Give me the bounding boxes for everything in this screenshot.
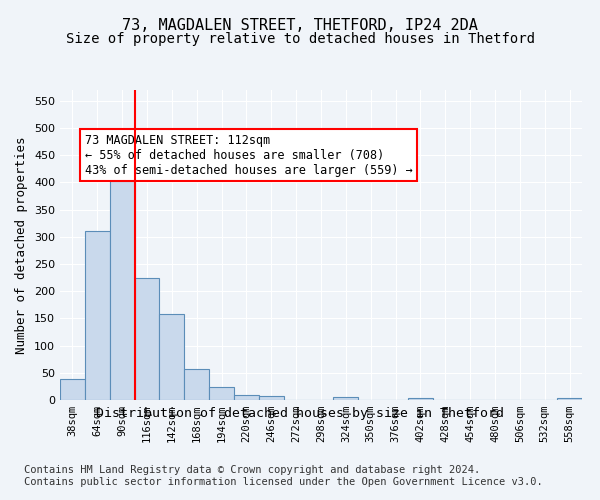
Text: Contains HM Land Registry data © Crown copyright and database right 2024.
Contai: Contains HM Land Registry data © Crown c… (24, 465, 543, 486)
Bar (259, 396, 284, 400)
Bar (334, 398, 358, 400)
Bar (209, 388, 234, 400)
Bar (234, 394, 259, 400)
Bar (408, 398, 433, 400)
Bar (184, 369, 209, 400)
Bar (160, 314, 184, 400)
Bar (134, 278, 160, 400)
Bar (557, 398, 582, 400)
Text: 73, MAGDALEN STREET, THETFORD, IP24 2DA: 73, MAGDALEN STREET, THETFORD, IP24 2DA (122, 18, 478, 32)
Text: Size of property relative to detached houses in Thetford: Size of property relative to detached ho… (65, 32, 535, 46)
Bar (85, 232, 110, 400)
Bar (110, 152, 134, 400)
Text: 73 MAGDALEN STREET: 112sqm
← 55% of detached houses are smaller (708)
43% of sem: 73 MAGDALEN STREET: 112sqm ← 55% of deta… (85, 134, 413, 176)
Y-axis label: Number of detached properties: Number of detached properties (16, 136, 28, 354)
Text: Distribution of detached houses by size in Thetford: Distribution of detached houses by size … (96, 408, 504, 420)
Bar (60, 380, 85, 400)
